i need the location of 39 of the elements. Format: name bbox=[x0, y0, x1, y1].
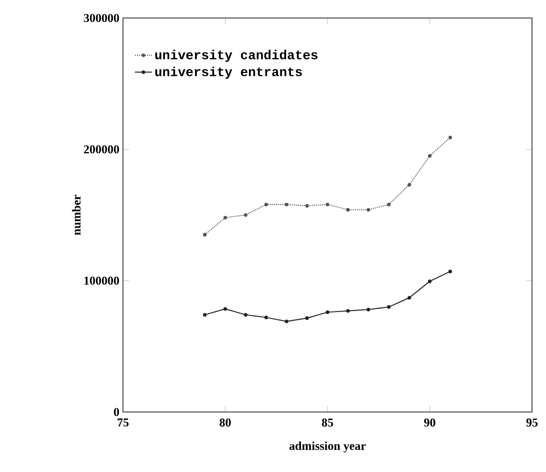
point bbox=[284, 320, 288, 324]
point bbox=[244, 213, 248, 217]
point bbox=[305, 316, 309, 320]
point bbox=[264, 316, 268, 320]
y-tick-label: 100000 bbox=[84, 276, 120, 285]
point bbox=[203, 232, 207, 236]
point bbox=[326, 310, 330, 314]
point bbox=[366, 308, 370, 312]
point bbox=[203, 313, 207, 317]
point bbox=[264, 202, 268, 206]
y-tick-label: 0 bbox=[114, 408, 120, 416]
point bbox=[223, 307, 228, 311]
point bbox=[428, 154, 432, 158]
x-tick-label: 75 bbox=[118, 418, 129, 426]
x-axis-title: admission year bbox=[289, 441, 366, 452]
point bbox=[408, 182, 412, 187]
point bbox=[387, 305, 391, 309]
y-axis-title: number bbox=[72, 194, 81, 236]
x-tick-label: 85 bbox=[322, 418, 334, 427]
point bbox=[305, 204, 309, 208]
x-tick-label: 80 bbox=[220, 418, 231, 427]
x-tick-label: 95 bbox=[526, 418, 538, 427]
point bbox=[366, 208, 370, 212]
point bbox=[346, 208, 350, 212]
point bbox=[448, 136, 452, 140]
point bbox=[284, 202, 288, 206]
point bbox=[223, 216, 228, 220]
point bbox=[244, 313, 248, 317]
point bbox=[448, 270, 452, 274]
point bbox=[387, 202, 391, 206]
legend-label: university candidates bbox=[155, 50, 318, 62]
point bbox=[408, 296, 412, 300]
x-tick-label: 90 bbox=[424, 418, 436, 427]
point bbox=[346, 309, 350, 313]
point bbox=[326, 202, 330, 206]
y-tick-label: 300000 bbox=[84, 14, 120, 22]
point bbox=[428, 280, 432, 284]
y-tick-label: 200000 bbox=[84, 145, 120, 154]
legend-label: university entrants bbox=[155, 66, 302, 79]
